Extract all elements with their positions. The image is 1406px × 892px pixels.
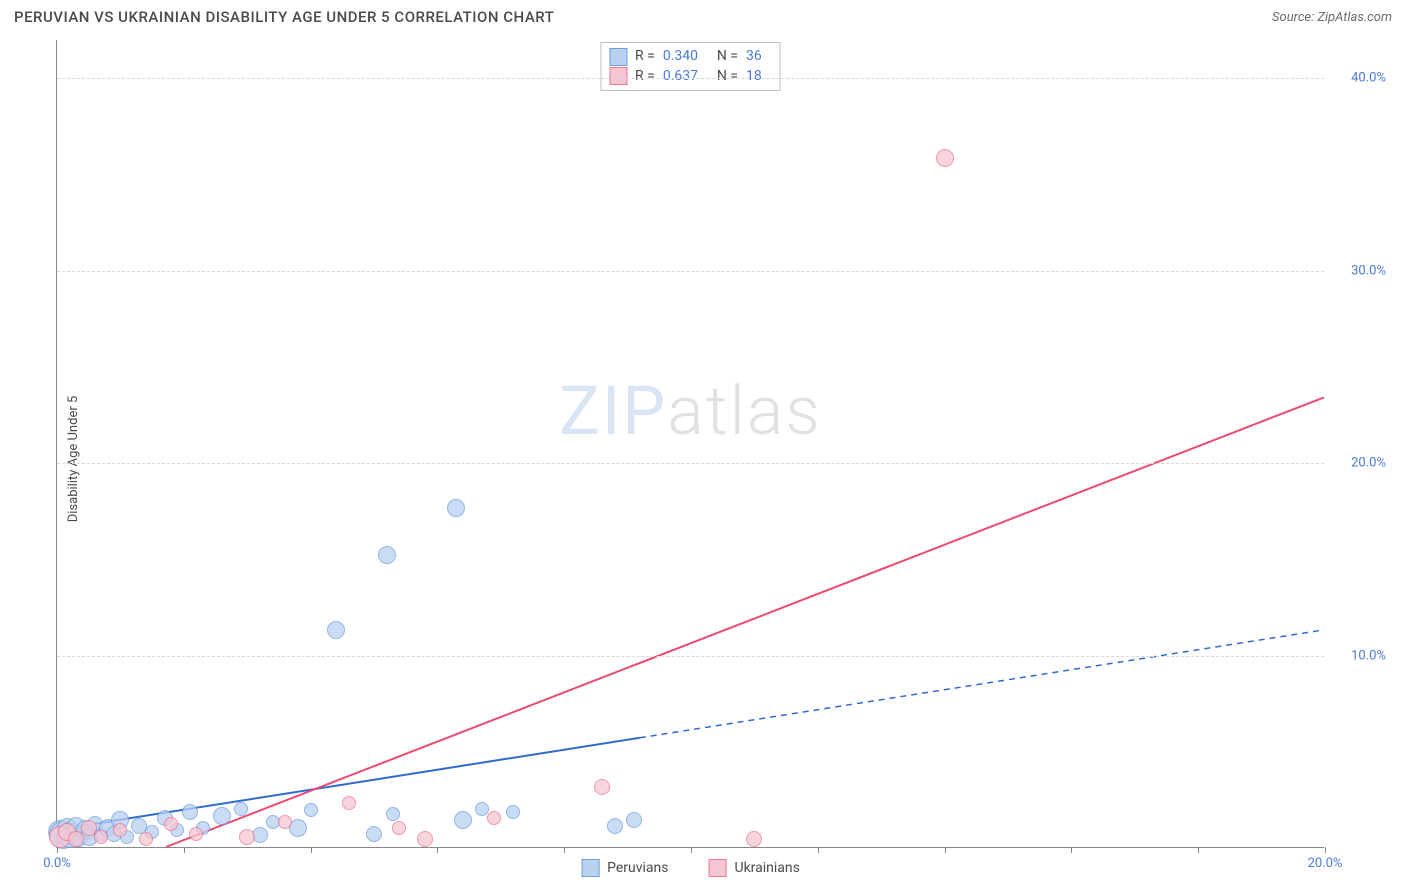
data-point-peruvians — [454, 811, 472, 829]
legend-swatch-peruvians — [609, 48, 627, 66]
x-tick — [691, 847, 692, 853]
data-point-peruvians — [607, 818, 623, 834]
data-point-ukrainians — [164, 817, 178, 831]
data-point-peruvians — [366, 826, 382, 842]
r-label: R = — [635, 47, 655, 67]
data-point-peruvians — [378, 546, 396, 564]
y-tick-label: 20.0% — [1351, 456, 1386, 471]
series-name: Peruvians — [607, 860, 668, 876]
legend-swatch-ukrainians — [609, 67, 627, 85]
data-point-peruvians — [182, 804, 198, 820]
data-point-peruvians — [327, 621, 345, 639]
data-point-ukrainians — [487, 811, 501, 825]
y-tick-label: 30.0% — [1351, 263, 1386, 278]
series-legend-item-ukrainians: Ukrainians — [709, 859, 800, 877]
data-point-ukrainians — [342, 796, 356, 810]
x-tick — [1071, 847, 1072, 853]
x-tick — [1325, 847, 1326, 853]
n-label: N = — [717, 47, 738, 67]
regression-lines-layer — [57, 40, 1324, 847]
gridline — [57, 271, 1324, 272]
data-point-ukrainians — [746, 831, 762, 847]
data-point-ukrainians — [94, 830, 108, 844]
gridline — [57, 463, 1324, 464]
r-label: R = — [635, 67, 655, 87]
chart-title: PERUVIAN VS UKRAINIAN DISABILITY AGE UND… — [14, 8, 554, 26]
r-value: 0.637 — [663, 67, 709, 87]
data-point-peruvians — [234, 802, 248, 816]
data-point-ukrainians — [113, 823, 127, 837]
data-point-ukrainians — [278, 815, 292, 829]
source-prefix: Source: — [1272, 10, 1317, 25]
plot-area: ZIPatlas R =0.340N =36R =0.637N =18 Peru… — [56, 40, 1324, 848]
data-point-peruvians — [213, 807, 231, 825]
stats-legend-row-peruvians: R = 0.340 N = 36 — [609, 47, 770, 67]
regression-line-peruvians — [57, 738, 640, 830]
x-tick — [564, 847, 565, 853]
gridline — [57, 78, 1324, 79]
x-tick — [1198, 847, 1199, 853]
n-value: 18 — [746, 67, 770, 87]
series-legend-item-peruvians: Peruvians — [581, 859, 668, 877]
legend-swatch-peruvians — [581, 859, 599, 877]
regression-line-dashed-peruvians — [640, 630, 1324, 738]
data-point-ukrainians — [392, 821, 406, 835]
y-tick-label: 40.0% — [1351, 71, 1386, 86]
n-value: 36 — [746, 47, 770, 67]
y-tick-label: 10.0% — [1351, 648, 1386, 663]
data-point-peruvians — [304, 803, 318, 817]
data-point-ukrainians — [594, 779, 610, 795]
data-point-ukrainians — [239, 829, 255, 845]
r-value: 0.340 — [663, 47, 709, 67]
x-tick — [945, 847, 946, 853]
x-tick-label: 20.0% — [1308, 856, 1343, 871]
legend-swatch-ukrainians — [709, 859, 727, 877]
source-name: ZipAtlas.com — [1317, 10, 1392, 25]
x-tick — [437, 847, 438, 853]
series-legend: Peruvians Ukrainians — [581, 859, 800, 877]
x-tick — [311, 847, 312, 853]
data-point-ukrainians — [139, 832, 153, 846]
series-name: Ukrainians — [735, 860, 800, 876]
data-point-peruvians — [447, 499, 465, 517]
x-tick-label: 0.0% — [43, 856, 71, 871]
x-tick — [184, 847, 185, 853]
gridline — [57, 656, 1324, 657]
chart-container: Disability Age Under 5 ZIPatlas R =0.340… — [14, 36, 1392, 882]
data-point-ukrainians — [417, 831, 433, 847]
n-label: N = — [717, 67, 738, 87]
x-tick — [818, 847, 819, 853]
data-point-peruvians — [626, 812, 642, 828]
source-attribution: Source: ZipAtlas.com — [1272, 10, 1392, 25]
data-point-peruvians — [506, 805, 520, 819]
data-point-ukrainians — [189, 827, 203, 841]
stats-legend-row-ukrainians: R = 0.637 N = 18 — [609, 67, 770, 87]
data-point-peruvians — [475, 802, 489, 816]
stats-legend: R = 0.340 N = 36 R = 0.637 N = 18 — [600, 42, 781, 91]
data-point-ukrainians — [68, 831, 84, 847]
data-point-peruvians — [386, 807, 400, 821]
data-point-ukrainians — [936, 149, 954, 167]
